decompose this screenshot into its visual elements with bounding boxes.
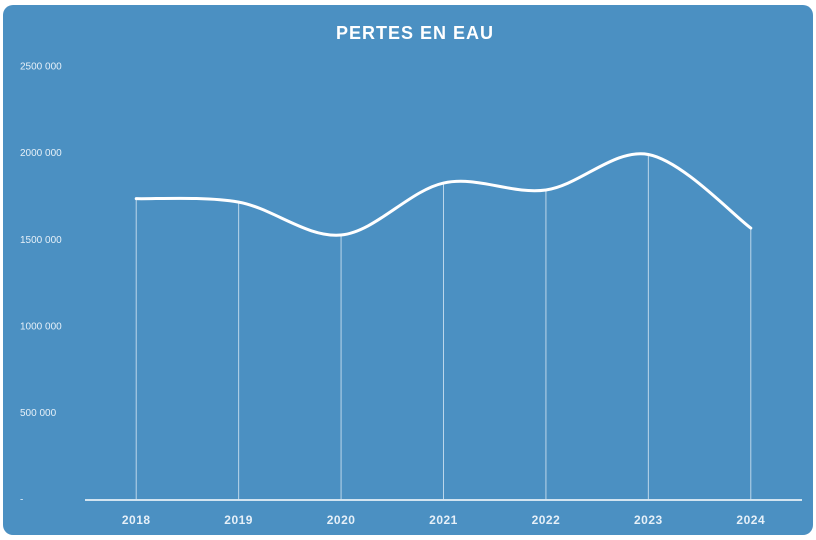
x-tick-label: 2019 (224, 513, 253, 527)
x-tick-label: 2018 (122, 513, 151, 527)
x-tick-label: 2024 (736, 513, 765, 527)
x-tick-label: 2022 (532, 513, 561, 527)
x-tick-label: 2020 (327, 513, 356, 527)
chart-background (3, 5, 813, 535)
y-tick-label: 2000 000 (20, 148, 62, 159)
chart-title: PERTES EN EAU (336, 23, 494, 43)
y-tick-label: - (20, 495, 23, 506)
y-tick-label: 1000 000 (20, 321, 62, 332)
y-tick-label: 1500 000 (20, 235, 62, 246)
x-tick-label: 2023 (634, 513, 663, 527)
line (134, 152, 753, 237)
y-tick-label: 2500 000 (20, 62, 62, 73)
x-tick-label: 2021 (429, 513, 458, 527)
y-tick-label: 500 000 (20, 408, 57, 419)
